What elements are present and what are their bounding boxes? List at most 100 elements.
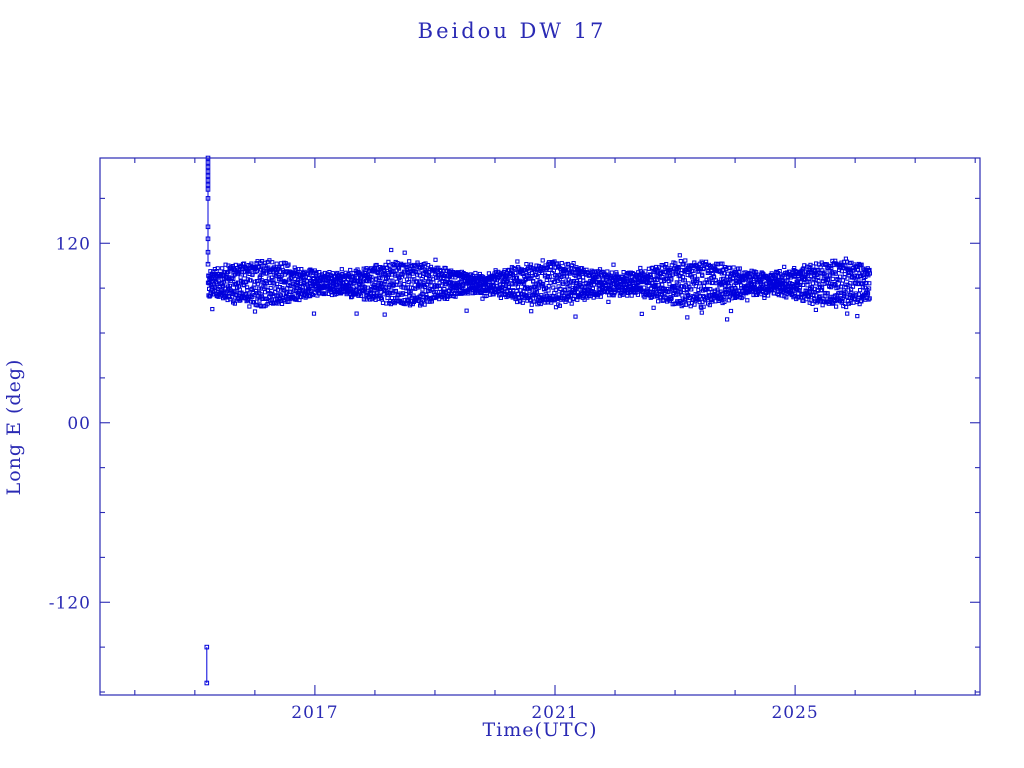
data-point-marker bbox=[405, 298, 410, 303]
data-point-marker bbox=[650, 292, 655, 297]
data-point-marker bbox=[699, 310, 704, 315]
data-point-marker bbox=[693, 284, 698, 289]
data-point-marker bbox=[382, 281, 387, 286]
data-point-marker bbox=[514, 275, 520, 280]
data-point-marker bbox=[609, 270, 614, 275]
data-point-marker bbox=[695, 276, 700, 281]
data-point-marker bbox=[557, 303, 562, 308]
data-point-marker bbox=[553, 287, 558, 292]
data-point-marker bbox=[279, 301, 285, 306]
data-point-marker bbox=[561, 281, 566, 286]
data-point-marker bbox=[826, 277, 831, 282]
data-point-marker bbox=[848, 281, 853, 286]
data-point-marker bbox=[798, 282, 803, 287]
data-point-marker bbox=[518, 298, 523, 303]
data-point-marker bbox=[506, 285, 511, 290]
data-point-marker bbox=[243, 273, 248, 278]
data-point-marker bbox=[682, 278, 687, 283]
data-point-marker bbox=[686, 281, 691, 286]
data-point-marker bbox=[348, 267, 353, 273]
data-point-marker bbox=[529, 270, 535, 276]
data-point-marker bbox=[851, 268, 856, 273]
data-point-marker bbox=[256, 264, 261, 269]
data-point-marker bbox=[840, 281, 845, 286]
data-point-marker bbox=[515, 284, 520, 289]
data-point-marker bbox=[389, 247, 394, 253]
data-point-marker bbox=[675, 264, 681, 270]
data-point-marker bbox=[654, 277, 659, 282]
data-point-marker bbox=[692, 274, 697, 279]
data-point-marker bbox=[534, 290, 540, 295]
data-point-marker bbox=[553, 305, 559, 310]
data-point-marker bbox=[523, 268, 528, 273]
data-point-marker bbox=[575, 266, 580, 271]
data-point-marker bbox=[406, 279, 411, 285]
data-point-marker bbox=[606, 299, 611, 304]
data-point-marker bbox=[382, 312, 387, 317]
data-point-marker bbox=[859, 299, 864, 304]
data-point-marker bbox=[734, 270, 739, 275]
data-point-marker bbox=[374, 277, 379, 282]
data-point-marker bbox=[805, 283, 810, 288]
data-point-marker bbox=[620, 292, 625, 297]
data-point-marker bbox=[205, 182, 211, 188]
data-point-marker bbox=[830, 276, 835, 281]
data-point-marker bbox=[405, 285, 410, 290]
data-point-marker bbox=[867, 271, 872, 276]
data-point-marker bbox=[639, 311, 644, 316]
data-point-marker bbox=[323, 291, 328, 296]
data-point-marker bbox=[858, 263, 863, 268]
data-point-marker bbox=[390, 278, 395, 283]
data-point-marker bbox=[549, 264, 554, 269]
data-point-marker bbox=[480, 296, 485, 301]
data-point-marker bbox=[422, 302, 427, 307]
data-point-marker bbox=[311, 311, 317, 316]
data-point-marker bbox=[290, 270, 296, 275]
data-point-marker bbox=[825, 277, 830, 282]
data-point-marker bbox=[844, 304, 849, 310]
data-point-marker bbox=[829, 265, 834, 271]
data-point-marker bbox=[528, 276, 533, 281]
data-point-marker bbox=[205, 178, 211, 183]
data-point-marker bbox=[515, 259, 520, 264]
data-point-marker bbox=[845, 311, 850, 316]
data-point-marker bbox=[611, 262, 616, 267]
data-point-marker bbox=[406, 298, 411, 303]
data-point-marker bbox=[838, 274, 843, 279]
data-point-marker bbox=[363, 297, 368, 302]
data-point-marker bbox=[656, 265, 662, 270]
data-point-marker bbox=[547, 274, 552, 279]
y-axis-label: Long E (deg) bbox=[3, 359, 25, 496]
data-point-marker bbox=[867, 296, 872, 301]
data-point-marker bbox=[433, 257, 438, 262]
data-point-marker bbox=[720, 261, 725, 266]
data-point-marker bbox=[415, 260, 420, 265]
data-point-marker bbox=[403, 292, 409, 297]
data-point-marker bbox=[274, 273, 279, 279]
data-point-marker bbox=[268, 285, 273, 291]
data-point-marker bbox=[575, 297, 580, 302]
data-point-marker bbox=[683, 298, 688, 303]
data-point-marker bbox=[540, 258, 545, 263]
data-point-marker bbox=[247, 304, 252, 309]
data-point-marker bbox=[813, 307, 818, 312]
data-point-marker bbox=[737, 266, 742, 271]
data-point-marker bbox=[439, 283, 444, 288]
data-point-marker bbox=[815, 288, 820, 293]
data-point-marker bbox=[204, 644, 210, 650]
data-point-marker bbox=[660, 282, 665, 287]
data-point-marker bbox=[537, 279, 542, 284]
data-point-marker bbox=[327, 270, 332, 275]
data-point-marker bbox=[766, 293, 771, 298]
data-point-marker bbox=[388, 302, 393, 307]
data-point-marker bbox=[538, 301, 543, 307]
data-point-marker bbox=[598, 294, 603, 299]
data-point-marker bbox=[354, 311, 359, 316]
plot-frame bbox=[99, 157, 981, 696]
data-point-marker bbox=[420, 287, 425, 292]
data-point-marker bbox=[840, 278, 845, 283]
data-point-marker bbox=[540, 282, 545, 287]
data-point-marker bbox=[505, 278, 510, 283]
data-point-marker bbox=[660, 298, 665, 303]
data-point-marker bbox=[806, 279, 811, 284]
